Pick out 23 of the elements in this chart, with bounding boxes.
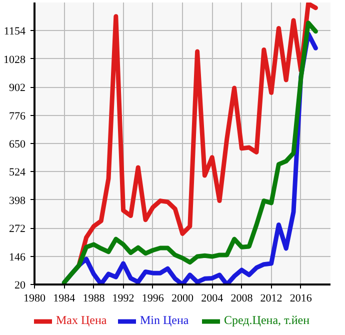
y-tick-label: 650 bbox=[9, 138, 26, 150]
x-tick-label: 2000 bbox=[172, 292, 194, 304]
y-tick-label: 524 bbox=[9, 166, 26, 179]
x-tick-label: 1984 bbox=[53, 292, 76, 304]
y-tick-label: 1028 bbox=[4, 54, 26, 66]
y-tick-label: 776 bbox=[9, 110, 26, 122]
legend-label: Max Цена bbox=[56, 313, 107, 328]
x-tick-label: 2012 bbox=[260, 292, 282, 304]
x-tick-label: 1988 bbox=[82, 292, 106, 304]
y-tick-label: 398 bbox=[9, 194, 26, 207]
y-tick-label: 146 bbox=[9, 251, 26, 264]
y-tick-label: 272 bbox=[9, 223, 26, 236]
legend-label: Min Цена bbox=[140, 313, 189, 328]
x-tick-label: 1980 bbox=[24, 292, 46, 304]
x-tick-label: 2016 bbox=[290, 292, 312, 304]
x-tick-label: 1992 bbox=[112, 292, 134, 304]
y-tick-label: 1154 bbox=[4, 26, 26, 38]
y-tick-label: 20 bbox=[14, 280, 26, 292]
x-tick-label: 2004 bbox=[201, 292, 224, 304]
x-tick-label: 2008 bbox=[230, 292, 254, 304]
x-tick-label: 1996 bbox=[142, 292, 164, 304]
legend-label: Сред.Цена, т.йен bbox=[224, 313, 310, 328]
y-tick-label: 902 bbox=[9, 82, 26, 94]
